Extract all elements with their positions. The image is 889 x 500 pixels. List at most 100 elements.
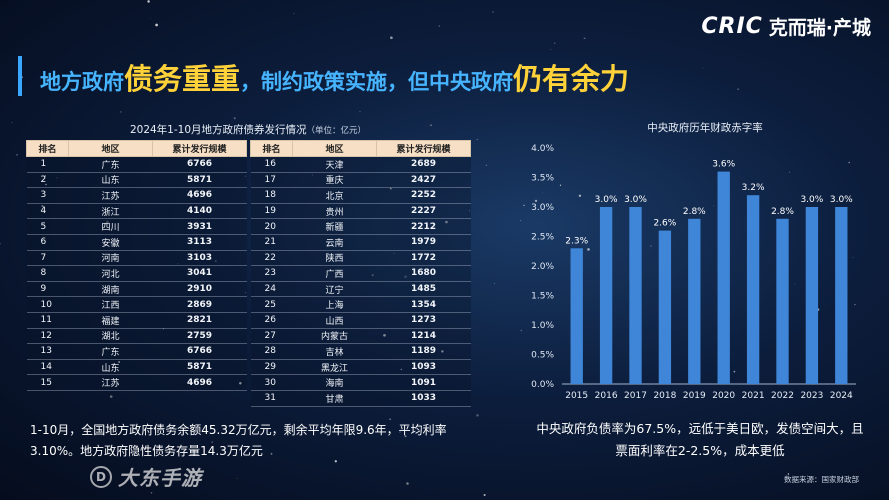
- table-row: 13 广东 6766: [26, 343, 247, 360]
- cell-rank: 7: [26, 250, 69, 267]
- table-row: 3 江苏 4696: [26, 187, 247, 204]
- table-row: 12 湖北 2759: [26, 328, 247, 345]
- cell-region: 辽宁: [292, 281, 377, 298]
- cell-scale: 1189: [376, 343, 471, 360]
- cell-region: 甘肃: [292, 390, 377, 407]
- cell-scale: 6766: [152, 343, 247, 360]
- cell-scale: 4696: [152, 187, 247, 204]
- star: [0, 242, 1, 245]
- cell-scale: 3931: [152, 218, 247, 235]
- y-tick-label: 1.0%: [531, 321, 554, 331]
- cell-scale: 1772: [376, 250, 471, 267]
- cell-scale: 1033: [376, 390, 471, 407]
- cell-scale: 2427: [376, 172, 471, 189]
- cell-region: 北京: [292, 187, 377, 204]
- cell-rank: 9: [26, 281, 69, 298]
- data-label: 3.0%: [624, 195, 647, 205]
- table-row: 6 安徽 3113: [26, 234, 247, 251]
- star: [11, 122, 13, 124]
- cell-scale: 3041: [152, 265, 247, 282]
- table-row: 8 河北 3041: [26, 265, 247, 282]
- cell-scale: 1091: [376, 374, 471, 391]
- cell-scale: 2227: [376, 203, 471, 220]
- star: [483, 494, 486, 496]
- cell-scale: 4140: [152, 203, 247, 220]
- cell-rank: 31: [250, 390, 293, 407]
- table-row: 20 新疆 2212: [250, 218, 471, 235]
- header-region: 地区: [68, 140, 153, 157]
- table-row: 21 云南 1979: [250, 234, 471, 251]
- cell-rank: 5: [26, 218, 69, 235]
- y-tick-label: 2.0%: [531, 262, 554, 272]
- cell-rank: 12: [26, 328, 69, 345]
- data-label: 2.8%: [683, 207, 706, 217]
- bar: [805, 207, 819, 384]
- x-tick-label: 2017: [624, 391, 647, 401]
- star: [476, 138, 478, 141]
- x-tick-label: 2022: [771, 391, 794, 401]
- table-row: 18 北京 2252: [250, 187, 471, 204]
- cell-rank: 6: [26, 234, 69, 251]
- table-row: 24 辽宁 1485: [250, 281, 471, 298]
- cell-region: 江苏: [68, 187, 153, 204]
- cell-rank: 24: [250, 281, 293, 298]
- table-row: 17 重庆 2427: [250, 172, 471, 189]
- debt-table-right: 排名 地区 累计发行规模 16 天津 2689 17 重庆 2427 18 北京 2252 19 贵…: [250, 140, 471, 407]
- cell-scale: 2689: [376, 156, 471, 173]
- bar: [717, 171, 730, 384]
- header-scale: 累计发行规模: [376, 140, 471, 157]
- table-row: 22 陕西 1772: [250, 250, 471, 267]
- star: [476, 414, 479, 417]
- cell-rank: 1: [26, 156, 69, 173]
- table-row: 16 天津 2689: [250, 156, 471, 173]
- star: [155, 23, 158, 27]
- cell-rank: 25: [250, 296, 293, 313]
- cell-rank: 27: [250, 328, 293, 345]
- cell-region: 上海: [292, 296, 377, 313]
- table-row: 2 山东 5871: [26, 172, 247, 189]
- data-label: 2.8%: [771, 207, 794, 217]
- table-row: 26 山西 1273: [250, 312, 471, 329]
- table-row: 7 河南 3103: [26, 250, 247, 267]
- y-tick-label: 3.0%: [531, 203, 554, 213]
- cell-scale: 2212: [376, 218, 471, 235]
- cell-scale: 2759: [152, 328, 247, 345]
- star: [438, 25, 440, 27]
- cell-region: 河南: [68, 250, 153, 267]
- bar: [688, 218, 701, 384]
- cell-scale: 2821: [152, 312, 247, 329]
- cell-region: 内蒙古: [292, 328, 377, 345]
- cell-region: 江苏: [68, 374, 153, 391]
- star: [293, 13, 295, 15]
- table-title-text: 2024年1-10月地方政府债券发行情况: [129, 124, 307, 136]
- cell-scale: 1680: [376, 265, 471, 282]
- star: [149, 18, 151, 20]
- table-row: 25 上海 1354: [250, 296, 471, 313]
- headline-part-4: 仍有余力: [513, 62, 630, 96]
- data-label: 3.0%: [595, 195, 618, 205]
- cell-scale: 4696: [152, 374, 247, 391]
- table-row: 11 福建 2821: [26, 312, 247, 329]
- cric-logo: CRIC: [701, 13, 763, 39]
- cell-scale: 1093: [376, 359, 471, 376]
- table-row: 19 贵州 2227: [250, 203, 471, 220]
- cell-region: 山东: [68, 359, 153, 376]
- data-label: 2.3%: [565, 236, 588, 246]
- star: [737, 88, 739, 90]
- x-tick-label: 2023: [800, 391, 823, 401]
- star: [236, 477, 238, 479]
- cell-region: 天津: [292, 156, 377, 173]
- star: [494, 283, 496, 285]
- cell-region: 山东: [68, 172, 153, 189]
- table-row: 9 湖南 2910: [26, 281, 247, 298]
- y-tick-label: 4.0%: [531, 144, 554, 154]
- table-row: 23 广西 1680: [250, 265, 471, 282]
- star: [390, 36, 393, 40]
- star: [147, 0, 150, 3]
- table-row: 31 甘肃 1033: [250, 390, 471, 407]
- bar: [835, 207, 848, 384]
- cell-rank: 30: [250, 374, 293, 391]
- x-tick-label: 2018: [653, 391, 676, 401]
- cell-rank: 2: [26, 172, 69, 189]
- deficit-bar-chart: 0.0% 0.5% 1.0% 1.5% 2.0% 2.5% 3.0% 3.5% 4.0% 2.3%…: [531, 144, 856, 401]
